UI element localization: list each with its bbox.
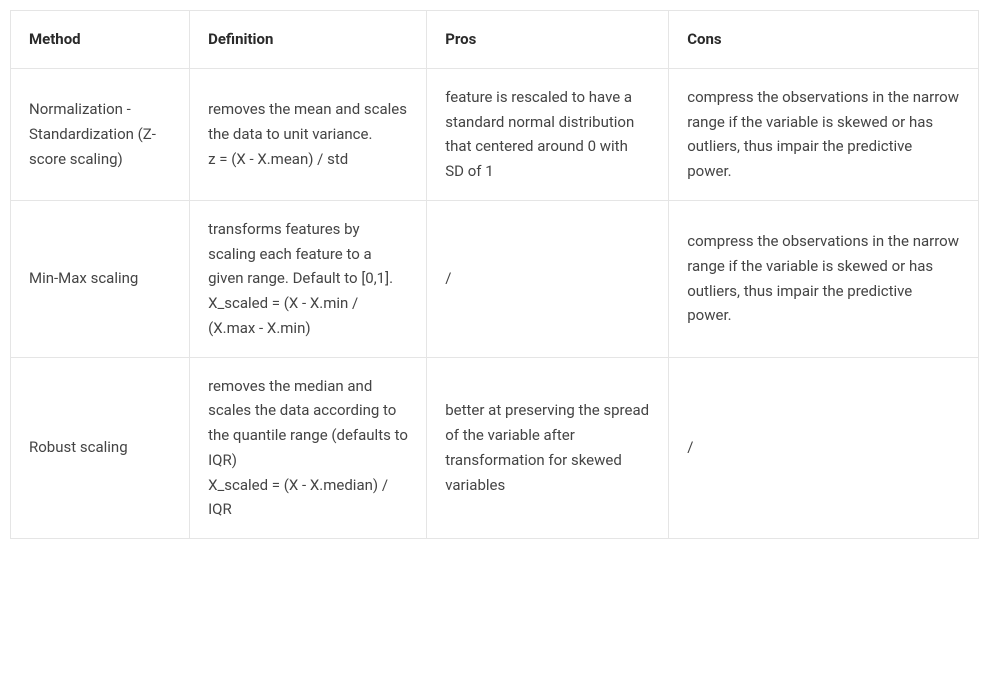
scaling-methods-table: Method Definition Pros Cons Normalizatio… bbox=[10, 10, 979, 539]
cell-method: Min-Max scaling bbox=[11, 200, 190, 357]
table-row: Min-Max scaling transforms features by s… bbox=[11, 200, 979, 357]
col-header-definition: Definition bbox=[190, 11, 427, 69]
table-row: Normalization - Standardization (Z-score… bbox=[11, 68, 979, 200]
table-row: Robust scaling removes the median and sc… bbox=[11, 357, 979, 539]
cell-definition: removes the mean and scales the data to … bbox=[190, 68, 427, 200]
col-header-method: Method bbox=[11, 11, 190, 69]
cell-method: Robust scaling bbox=[11, 357, 190, 539]
table-header-row: Method Definition Pros Cons bbox=[11, 11, 979, 69]
cell-method: Normalization - Standardization (Z-score… bbox=[11, 68, 190, 200]
cell-pros: / bbox=[427, 200, 669, 357]
cell-cons: compress the observations in the narrow … bbox=[669, 68, 979, 200]
cell-definition: removes the median and scales the data a… bbox=[190, 357, 427, 539]
col-header-cons: Cons bbox=[669, 11, 979, 69]
cell-cons: compress the observations in the narrow … bbox=[669, 200, 979, 357]
col-header-pros: Pros bbox=[427, 11, 669, 69]
cell-definition: transforms features by scaling each feat… bbox=[190, 200, 427, 357]
cell-pros: better at preserving the spread of the v… bbox=[427, 357, 669, 539]
cell-cons: / bbox=[669, 357, 979, 539]
cell-pros: feature is rescaled to have a standard n… bbox=[427, 68, 669, 200]
